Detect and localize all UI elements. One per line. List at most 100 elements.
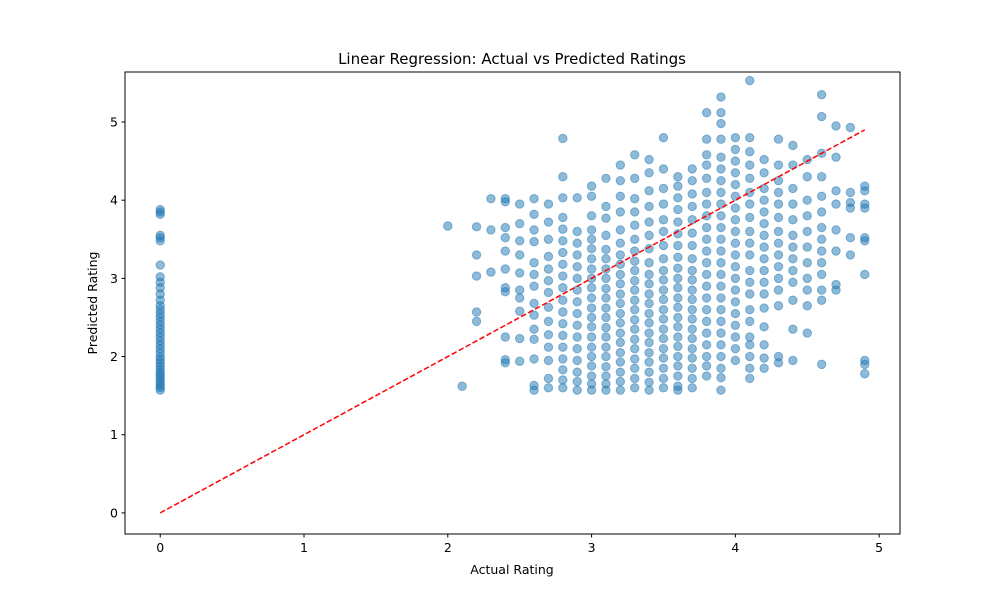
data-point [514,268,525,278]
data-point [572,273,582,284]
data-point [658,383,669,393]
data-point [644,298,654,309]
data-point [687,344,697,354]
scatter-points [155,75,870,395]
data-point [486,193,496,204]
data-point [586,322,597,332]
data-point [630,304,640,315]
data-point [529,269,539,280]
data-point [759,168,769,178]
data-point [673,302,683,312]
data-point [558,283,568,293]
data-point [543,276,554,286]
data-point [601,201,611,212]
data-point [745,351,755,362]
data-point [716,258,726,268]
data-point [759,277,769,287]
data-point [630,207,640,217]
data-point [730,179,741,190]
data-point [673,204,683,215]
data-point [673,240,683,251]
data-point [586,283,597,293]
data-point [558,224,568,234]
data-point [716,351,726,362]
data-point [687,363,697,373]
data-point [630,295,640,305]
data-point [529,236,539,247]
data-point [644,230,654,241]
data-point [745,304,755,315]
data-point [615,207,626,217]
data-point [529,324,539,334]
x-axis-label: Actual Rating [470,562,553,577]
data-point [500,332,511,342]
data-point [759,154,769,165]
data-point [615,250,626,260]
data-point [658,265,669,276]
data-point [155,272,165,282]
data-point [687,304,697,315]
data-point [543,383,554,393]
data-point [673,332,683,342]
data-point [816,191,827,201]
data-point [514,285,525,295]
data-point [644,217,654,227]
data-point [745,187,755,198]
data-point [601,230,611,241]
data-point [529,258,539,268]
data-point [500,193,511,204]
data-point [572,332,582,342]
data-point [716,316,726,327]
data-point [558,342,568,352]
data-point [586,361,597,371]
data-point [558,319,568,329]
data-point [615,225,626,235]
data-point [831,121,841,131]
data-point [558,307,568,317]
data-point [687,175,697,186]
data-point [644,258,654,268]
data-point [543,373,554,384]
data-point [716,134,726,144]
data-point [457,381,467,391]
data-point [601,244,611,255]
data-point [716,269,726,280]
data-point [572,355,582,366]
data-point [816,222,827,233]
data-point [601,303,611,313]
data-point [673,263,683,273]
data-point [644,289,654,299]
data-point [529,380,539,391]
data-point [716,222,726,233]
data-point [831,246,841,256]
data-point [673,381,683,391]
data-point [745,265,755,276]
data-point [558,259,568,269]
data-point [673,361,683,371]
data-point [529,334,539,345]
data-point [673,312,683,323]
data-point [701,222,712,233]
data-point [615,367,626,377]
data-point [759,265,769,276]
data-point [745,160,755,170]
data-point [586,264,597,274]
data-point [716,175,726,186]
data-point [658,344,669,354]
data-point [630,234,640,244]
y-tick-label: 0 [110,505,118,520]
data-point [586,243,597,254]
data-point [658,275,669,285]
data-point [701,328,712,338]
data-point [759,242,769,252]
data-point [759,322,769,332]
data-point [802,211,812,221]
data-point [802,258,812,268]
data-point [514,356,525,366]
data-point [615,328,626,338]
data-point [759,303,769,313]
y-tick-label: 1 [110,427,118,442]
data-point [687,383,697,393]
data-point [601,322,611,333]
